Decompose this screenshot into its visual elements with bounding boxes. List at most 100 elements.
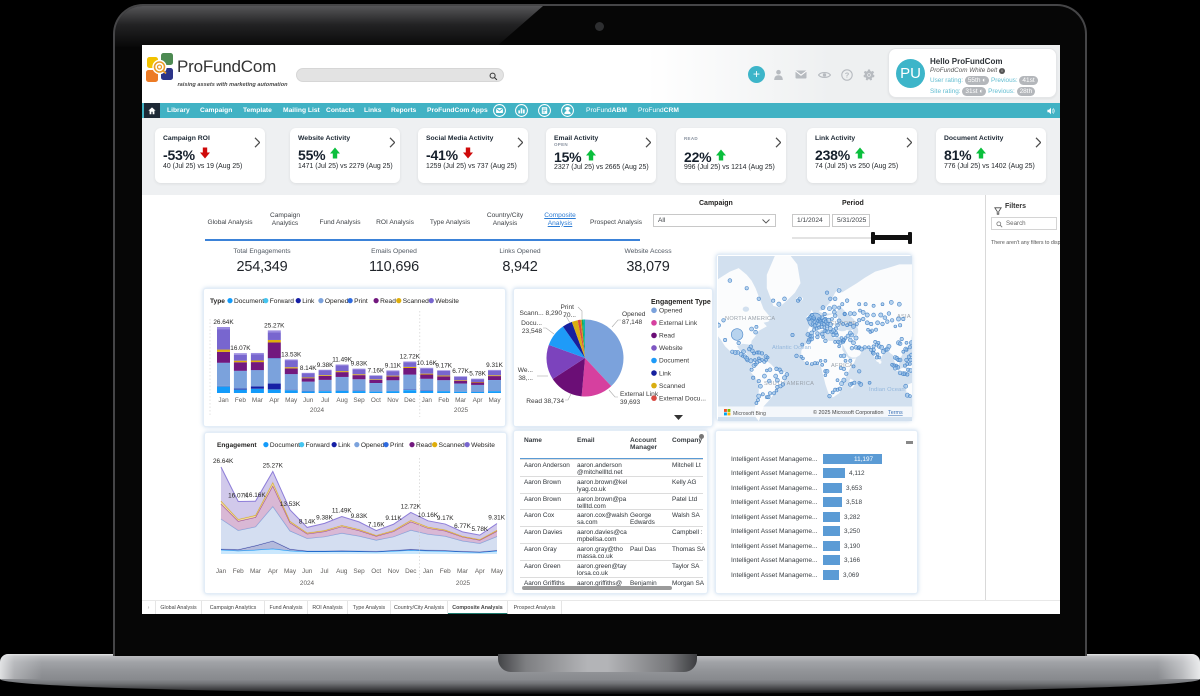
svg-text:13.53K: 13.53K xyxy=(281,352,302,359)
svg-text:Aug: Aug xyxy=(336,397,348,404)
svg-text:10.16K: 10.16K xyxy=(417,360,438,367)
svg-text:Opened: Opened xyxy=(361,442,385,449)
svg-text:8.14K: 8.14K xyxy=(299,518,316,525)
svg-text:Jan: Jan xyxy=(423,568,434,575)
svg-text:NORTH AMERICA: NORTH AMERICA xyxy=(725,316,775,322)
svg-text:External Link: External Link xyxy=(620,391,659,398)
svg-text:Opened: Opened xyxy=(622,311,646,318)
svg-text:6.77K: 6.77K xyxy=(454,523,471,530)
svg-text:Nov: Nov xyxy=(387,397,399,404)
svg-text:Terms: Terms xyxy=(888,410,903,416)
svg-text:External Docu...: External Docu... xyxy=(659,395,706,402)
svg-text:11.49K: 11.49K xyxy=(332,508,353,515)
svg-text:Mar: Mar xyxy=(252,397,264,404)
svg-text:25.27K: 25.27K xyxy=(263,463,284,470)
svg-text:Indian Ocean: Indian Ocean xyxy=(869,387,905,393)
svg-text:9.31K: 9.31K xyxy=(486,362,503,369)
svg-text:7.16K: 7.16K xyxy=(368,367,385,374)
svg-text:9.83K: 9.83K xyxy=(351,513,368,520)
svg-text:Jan: Jan xyxy=(216,568,227,575)
svg-text:9.17K: 9.17K xyxy=(437,515,454,522)
svg-text:Atlantic Ocean: Atlantic Ocean xyxy=(772,345,811,351)
svg-text:Nov: Nov xyxy=(388,568,400,575)
svg-text:Dec: Dec xyxy=(404,397,416,404)
svg-text:AFRICA: AFRICA xyxy=(831,363,853,369)
svg-text:Feb: Feb xyxy=(233,568,244,575)
svg-text:Mar: Mar xyxy=(457,568,469,575)
svg-text:Print: Print xyxy=(390,442,404,449)
svg-text:2024: 2024 xyxy=(300,580,315,587)
svg-text:Apr: Apr xyxy=(473,397,484,404)
svg-text:Link: Link xyxy=(659,370,672,377)
svg-text:Website: Website xyxy=(435,298,459,305)
svg-text:Document: Document xyxy=(270,442,300,449)
svg-text:External Link: External Link xyxy=(659,320,698,327)
svg-text:Mar: Mar xyxy=(250,568,262,575)
svg-text:Jun: Jun xyxy=(303,397,314,404)
svg-text:Forward: Forward xyxy=(306,442,331,449)
svg-text:We...: We... xyxy=(518,367,533,374)
svg-text:23,548: 23,548 xyxy=(522,328,543,335)
svg-text:Website: Website xyxy=(659,345,683,352)
svg-text:Opened: Opened xyxy=(659,308,683,315)
svg-text:Jan: Jan xyxy=(218,397,229,404)
svg-text:SOUTH AMERICA: SOUTH AMERICA xyxy=(764,381,814,387)
svg-text:Oct: Oct xyxy=(371,568,381,575)
svg-text:Document: Document xyxy=(659,358,689,365)
svg-text:38,...: 38,... xyxy=(518,375,533,382)
svg-text:© 2025 Microsoft Corporation: © 2025 Microsoft Corporation xyxy=(813,409,884,416)
svg-text:Microsoft Bing: Microsoft Bing xyxy=(733,411,766,417)
svg-text:9.11K: 9.11K xyxy=(385,362,402,369)
svg-text:70...: 70... xyxy=(563,312,576,319)
svg-text:Engagement: Engagement xyxy=(217,442,257,449)
svg-text:May: May xyxy=(285,397,298,404)
svg-text:87,148: 87,148 xyxy=(622,319,643,326)
svg-text:5.78K: 5.78K xyxy=(469,371,486,378)
svg-text:8.14K: 8.14K xyxy=(300,365,317,372)
svg-text:6.77K: 6.77K xyxy=(452,368,469,375)
svg-text:9.17K: 9.17K xyxy=(435,362,452,369)
svg-text:Sep: Sep xyxy=(353,568,365,575)
svg-text:Feb: Feb xyxy=(235,397,246,404)
svg-text:9.38K: 9.38K xyxy=(317,362,334,369)
svg-text:13.53K: 13.53K xyxy=(280,501,301,508)
svg-text:Print: Print xyxy=(354,298,368,305)
svg-text:Sep: Sep xyxy=(353,397,365,404)
svg-text:Apr: Apr xyxy=(475,568,486,575)
svg-text:Opened: Opened xyxy=(325,298,349,305)
svg-text:Apr: Apr xyxy=(269,397,280,404)
svg-text:9.38K: 9.38K xyxy=(316,514,333,521)
svg-text:11.49K: 11.49K xyxy=(332,357,353,364)
svg-text:16.07K: 16.07K xyxy=(228,493,249,500)
svg-text:Docu...: Docu... xyxy=(521,320,542,327)
svg-text:25.27K: 25.27K xyxy=(264,322,285,329)
svg-text:39,693: 39,693 xyxy=(620,399,641,406)
svg-text:2025: 2025 xyxy=(456,580,471,587)
svg-text:16.07K: 16.07K xyxy=(230,345,251,352)
svg-text:Scanned: Scanned xyxy=(439,442,465,449)
svg-text:Scanned: Scanned xyxy=(403,298,429,305)
svg-text:5.78K: 5.78K xyxy=(471,526,488,533)
svg-text:7.16K: 7.16K xyxy=(368,522,385,529)
svg-text:Read: Read xyxy=(416,442,432,449)
svg-text:10.16K: 10.16K xyxy=(418,512,439,519)
svg-text:Jan: Jan xyxy=(422,397,433,404)
svg-text:Feb: Feb xyxy=(440,568,451,575)
svg-text:26.64K: 26.64K xyxy=(213,458,234,465)
svg-text:Type: Type xyxy=(210,298,225,305)
svg-text:Scann... 8,290: Scann... 8,290 xyxy=(519,310,562,317)
svg-text:Jul: Jul xyxy=(320,568,328,575)
svg-text:Apr: Apr xyxy=(268,568,279,575)
svg-text:Read: Read xyxy=(659,333,675,340)
svg-text:ASIA: ASIA xyxy=(897,314,911,320)
svg-text:Website: Website xyxy=(471,442,495,449)
svg-text:Read 38,734: Read 38,734 xyxy=(526,398,564,405)
svg-text:16.16K: 16.16K xyxy=(245,492,266,499)
svg-text:Document: Document xyxy=(234,298,264,305)
svg-text:Forward: Forward xyxy=(270,298,295,305)
svg-text:Link: Link xyxy=(302,298,315,305)
svg-text:Jun: Jun xyxy=(302,568,313,575)
svg-text:May: May xyxy=(488,397,501,404)
svg-text:Link: Link xyxy=(338,442,351,449)
svg-text:9.31K: 9.31K xyxy=(488,515,505,522)
